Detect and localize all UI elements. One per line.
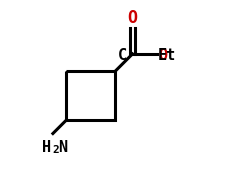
Text: O: O bbox=[128, 9, 138, 27]
Text: N: N bbox=[59, 140, 68, 155]
Text: H: H bbox=[42, 140, 51, 155]
Text: C: C bbox=[118, 48, 127, 63]
Text: Et: Et bbox=[158, 48, 176, 63]
Text: 2: 2 bbox=[52, 145, 59, 155]
Text: O: O bbox=[158, 48, 167, 63]
Text: −: − bbox=[133, 48, 142, 63]
